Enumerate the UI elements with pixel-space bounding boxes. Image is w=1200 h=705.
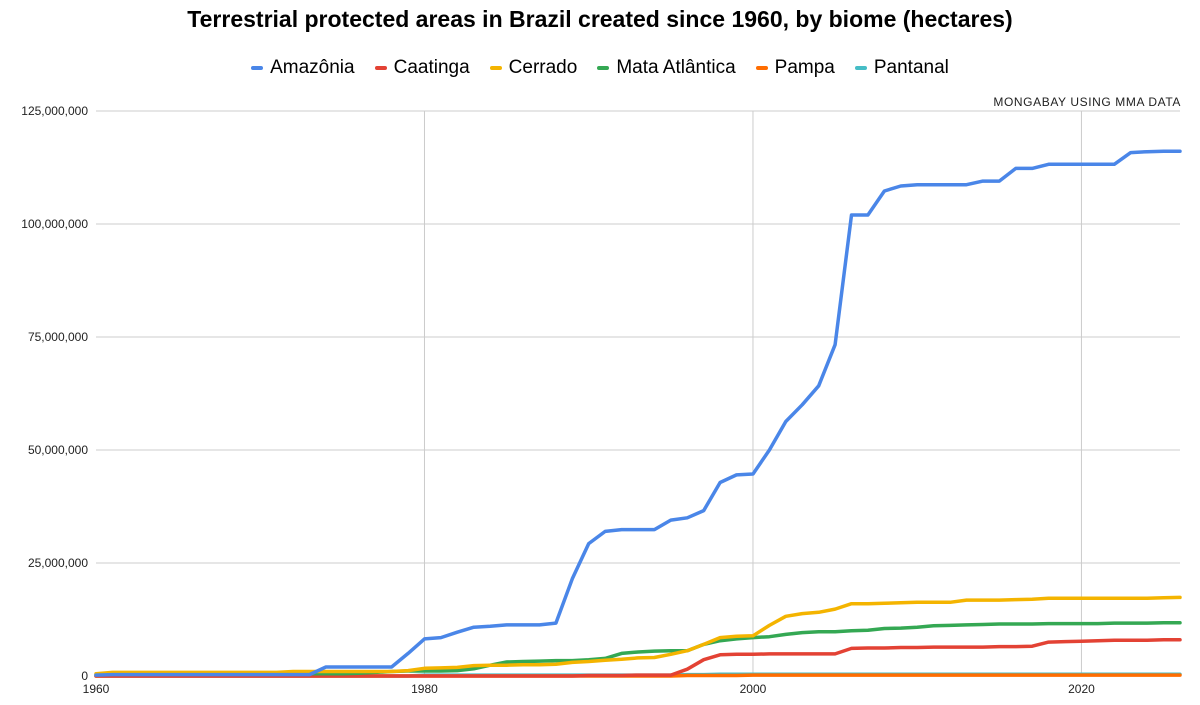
legend-label: Pampa [774, 57, 835, 78]
source-note: MONGABAY USING MMA DATA [993, 95, 1181, 109]
chart-axes: 0 25,000,000 50,000,000 75,000,000 100,000,0… [21, 104, 1180, 696]
legend-label: Mata Atlântica [616, 57, 736, 78]
legend-label: Amazônia [270, 57, 355, 78]
y-tick-label: 125,000,000 [21, 104, 88, 118]
series-line-mata-atl-ntica [94, 620, 1182, 677]
x-tick-label: 2020 [1068, 682, 1095, 696]
legend-label: Pantanal [873, 57, 949, 78]
x-tick-label: 2000 [740, 682, 767, 696]
chart-title: Terrestrial protected areas in Brazil cr… [187, 6, 1013, 32]
legend-swatch [489, 66, 502, 70]
legend-label: Caatinga [393, 57, 470, 78]
legend-item-pampa[interactable]: Pampa [755, 57, 835, 79]
legend-item-cerrado[interactable]: Cerrado [489, 57, 578, 79]
series-line-cerrado [94, 595, 1182, 676]
y-tick-label: 75,000,000 [28, 330, 88, 344]
chart-series [94, 149, 1182, 678]
legend-item-pantanal[interactable]: Pantanal [854, 57, 949, 79]
x-tick-label: 1980 [411, 682, 438, 696]
y-tick-label: 100,000,000 [21, 217, 88, 231]
series-line-amaz-nia [94, 149, 1182, 677]
legend-item-caatinga[interactable]: Caatinga [374, 57, 470, 79]
legend-swatch [854, 66, 867, 70]
legend-item-mata-atlantica[interactable]: Mata Atlântica [597, 57, 736, 79]
legend-swatch [374, 66, 387, 70]
x-tick-label: 1960 [83, 682, 110, 696]
chart-grid [96, 110, 1180, 676]
legend-item-amazonia[interactable]: Amazônia [251, 57, 355, 79]
y-tick-label: 0 [81, 669, 88, 683]
legend: Amazônia Caatinga Cerrado Mata Atlântica… [0, 57, 1200, 79]
legend-swatch [597, 66, 610, 70]
legend-swatch [755, 66, 768, 70]
legend-label: Cerrado [508, 57, 578, 78]
y-tick-label: 50,000,000 [28, 443, 88, 457]
legend-swatch [251, 66, 264, 70]
y-tick-label: 25,000,000 [28, 556, 88, 570]
